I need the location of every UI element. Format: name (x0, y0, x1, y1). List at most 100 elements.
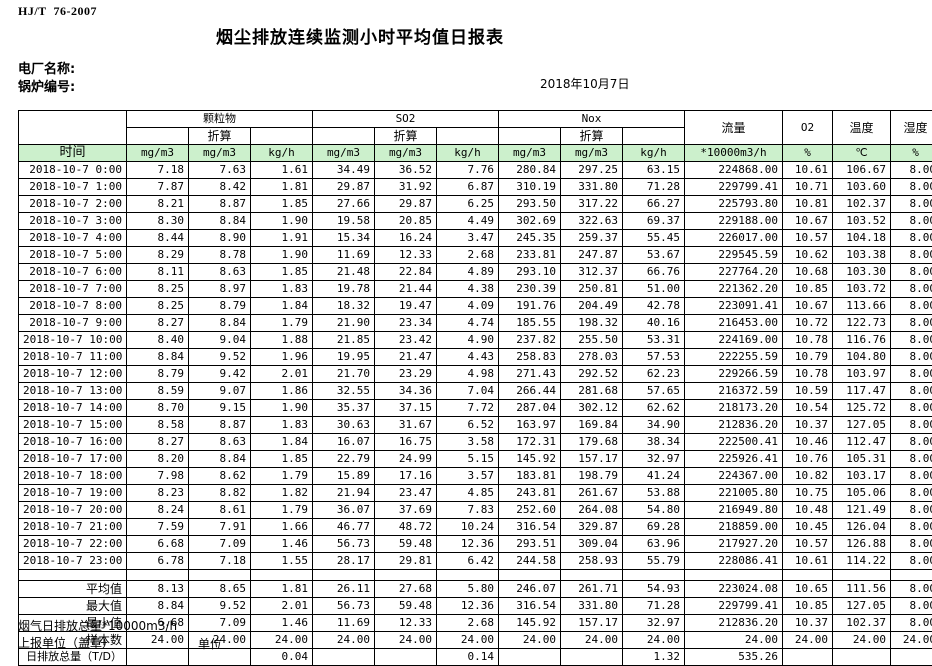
cell-value: 21.94 (313, 485, 375, 502)
header-unit-particulate-mgm3: mg/m3 (127, 145, 189, 162)
cell-time: 2018-10-7 6:00 (19, 264, 127, 281)
cell-value: 55.45 (623, 230, 685, 247)
summary-value: 316.54 (499, 598, 561, 615)
cell-time: 2018-10-7 1:00 (19, 179, 127, 196)
cell-value: 10.78 (783, 366, 833, 383)
header-unit-temperature: ℃ (833, 145, 891, 162)
cell-value: 21.47 (375, 349, 437, 366)
cell-value: 10.57 (783, 230, 833, 247)
cell-value: 297.25 (561, 162, 623, 179)
cell-value: 8.00 (891, 502, 932, 519)
cell-value: 250.81 (561, 281, 623, 298)
summary-value (783, 649, 833, 666)
cell-value: 8.21 (127, 196, 189, 213)
summary-value (561, 649, 623, 666)
summary-value (375, 649, 437, 666)
cell-value: 10.85 (783, 281, 833, 298)
summary-value: 24.00 (891, 632, 932, 649)
spacer-cell (623, 570, 685, 581)
cell-value: 42.78 (623, 298, 685, 315)
cell-value: 1.85 (251, 196, 313, 213)
cell-value: 1.81 (251, 179, 313, 196)
cell-value: 309.04 (561, 536, 623, 553)
cell-value: 1.79 (251, 502, 313, 519)
cell-value: 4.49 (437, 213, 499, 230)
cell-value: 1.84 (251, 298, 313, 315)
header-nox-converted: 折算 (561, 128, 623, 145)
summary-value: 56.73 (313, 598, 375, 615)
cell-value: 10.57 (783, 536, 833, 553)
spacer-cell (685, 570, 783, 581)
cell-value: 125.72 (833, 400, 891, 417)
cell-value: 8.25 (127, 298, 189, 315)
cell-value: 258.83 (499, 349, 561, 366)
group-header-row: 颗粒物 SO2 Nox 流量 O2 温度 湿度 负荷 (19, 111, 932, 128)
cell-value: 34.49 (313, 162, 375, 179)
cell-value: 63.15 (623, 162, 685, 179)
header-so2-blank-2 (437, 128, 499, 145)
cell-value: 224169.00 (685, 332, 783, 349)
cell-value: 266.44 (499, 383, 561, 400)
cell-value: 29.81 (375, 553, 437, 570)
cell-value: 8.59 (127, 383, 189, 400)
cell-value: 34.90 (623, 417, 685, 434)
header-unit-o2: % (783, 145, 833, 162)
summary-value: 9.52 (189, 598, 251, 615)
cell-value: 10.81 (783, 196, 833, 213)
cell-value: 204.49 (561, 298, 623, 315)
cell-value: 21.90 (313, 315, 375, 332)
cell-value: 8.00 (891, 230, 932, 247)
cell-value: 9.04 (189, 332, 251, 349)
cell-value: 8.00 (891, 383, 932, 400)
cell-value: 225926.41 (685, 451, 783, 468)
summary-value: 157.17 (561, 615, 623, 632)
summary-value: 111.56 (833, 581, 891, 598)
cell-value: 4.38 (437, 281, 499, 298)
summary-value: 24.00 (251, 632, 313, 649)
summary-value: 24.00 (499, 632, 561, 649)
cell-value: 106.67 (833, 162, 891, 179)
cell-value: 2.68 (437, 247, 499, 264)
cell-value: 32.97 (623, 451, 685, 468)
cell-value: 258.93 (561, 553, 623, 570)
cell-value: 7.98 (127, 468, 189, 485)
cell-value: 1.88 (251, 332, 313, 349)
cell-value: 1.86 (251, 383, 313, 400)
cell-value: 1.90 (251, 247, 313, 264)
cell-value: 59.48 (375, 536, 437, 553)
cell-value: 63.96 (623, 536, 685, 553)
spacer-cell (891, 570, 932, 581)
cell-value: 57.53 (623, 349, 685, 366)
cell-value: 223091.41 (685, 298, 783, 315)
spacer-cell (127, 570, 189, 581)
page-title: 烟尘排放连续监测小时平均值日报表 (0, 23, 720, 48)
cell-value: 191.76 (499, 298, 561, 315)
header-unit-so2-kgh: kg/h (437, 145, 499, 162)
cell-value: 4.98 (437, 366, 499, 383)
cell-value: 293.10 (499, 264, 561, 281)
cell-value: 15.89 (313, 468, 375, 485)
summary-value: 12.33 (375, 615, 437, 632)
cell-value: 8.84 (189, 451, 251, 468)
cell-time: 2018-10-7 9:00 (19, 315, 127, 332)
cell-value: 21.70 (313, 366, 375, 383)
cell-time: 2018-10-7 22:00 (19, 536, 127, 553)
cell-value: 8.00 (891, 247, 932, 264)
header-unit-humidity: % (891, 145, 932, 162)
cell-value: 1.55 (251, 553, 313, 570)
cell-value: 114.22 (833, 553, 891, 570)
header-unit-flow: *10000m3/h (685, 145, 783, 162)
cell-value: 7.63 (189, 162, 251, 179)
cell-value: 329.87 (561, 519, 623, 536)
cell-value: 6.52 (437, 417, 499, 434)
summary-value: 24.00 (685, 632, 783, 649)
cell-value: 1.66 (251, 519, 313, 536)
summary-value: 1.81 (251, 581, 313, 598)
summary-value: 8.00 (891, 598, 932, 615)
cell-value: 271.43 (499, 366, 561, 383)
cell-value: 8.20 (127, 451, 189, 468)
cell-value: 103.30 (833, 264, 891, 281)
cell-time: 2018-10-7 4:00 (19, 230, 127, 247)
cell-value: 6.87 (437, 179, 499, 196)
